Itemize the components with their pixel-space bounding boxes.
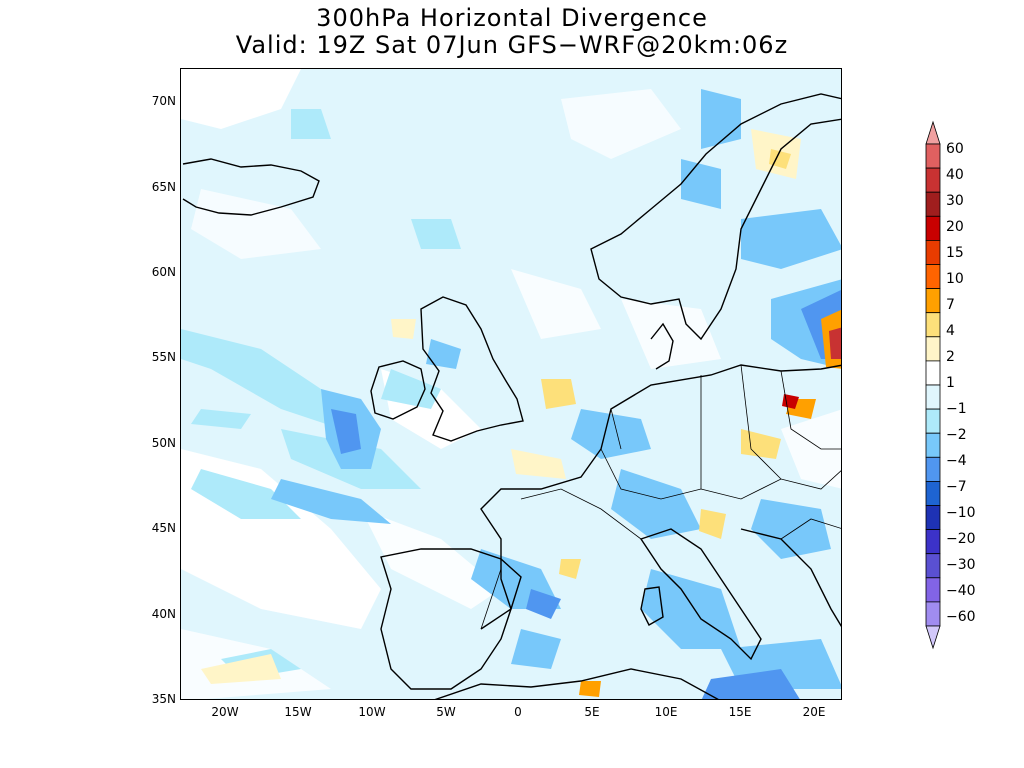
divergence-field [181,69,841,699]
lon-label: 15W [284,705,312,719]
map-title: 300hPa Horizontal Divergence [316,4,708,32]
colorbar-swatch [925,505,941,531]
colorbar-swatch [925,601,941,627]
colorbar-max-triangle [925,120,941,145]
colorbar-label: −40 [946,583,976,599]
colorbar-swatch [925,384,941,410]
map-canvas [181,69,841,699]
lon-label: 10W [358,705,386,719]
colorbar-swatch [925,408,941,434]
colorbar-label: 15 [946,245,964,261]
divergence-map [180,68,842,700]
colorbar-swatch [925,480,941,506]
colorbar-label: −7 [946,479,967,495]
colorbar-min-triangle [925,625,941,650]
colorbar-label: 4 [946,323,955,339]
colorbar-label: 1 [946,375,955,391]
lat-label: 55N [151,350,176,364]
colorbar-label: 30 [946,193,964,209]
colorbar-swatch [925,264,941,290]
colorbar-swatch [925,432,941,458]
country-borders [480,364,841,630]
colorbar-swatch [925,288,941,314]
colorbar-swatch [925,215,941,241]
colorbar-swatch [925,312,941,338]
colorbar-swatch [925,456,941,482]
colorbar-label: −4 [946,453,967,469]
lon-label: 15E [728,705,752,719]
lon-label: 20E [802,705,826,719]
colorbar-label: 10 [946,271,964,287]
lon-label: 20W [211,705,239,719]
colorbar-swatch [925,167,941,193]
colorbar-swatch [925,553,941,579]
colorbar [925,120,941,650]
colorbar-swatch [925,240,941,265]
colorbar-label: −60 [946,609,976,625]
colorbar-label: 2 [946,349,955,365]
lat-label: 40N [151,607,176,621]
lat-label: 65N [151,180,176,194]
colorbar-swatch [925,143,941,169]
lon-label: 5E [584,705,600,719]
lat-label: 35N [151,692,176,706]
lat-label: 60N [151,265,176,279]
colorbar-label: −10 [946,505,976,521]
colorbar-swatch [925,336,941,362]
lon-label: 10E [654,705,678,719]
colorbar-swatch [925,360,941,386]
colorbar-swatch [925,577,941,603]
lon-label: 5W [436,705,456,719]
colorbar-label: 60 [946,141,964,157]
lat-label: 70N [151,94,176,108]
colorbar-label: −1 [946,401,967,417]
colorbar-label: 20 [946,219,964,235]
lon-label: 0 [514,705,522,719]
colorbar-label: −20 [946,531,976,547]
map-subtitle: Valid: 19Z Sat 07Jun GFS−WRF@20km:06z [235,31,789,59]
lat-label: 50N [151,436,176,450]
colorbar-swatch [925,529,941,555]
coastlines [182,93,841,699]
colorbar-label: 40 [946,167,964,183]
colorbar-label: 7 [946,297,955,313]
colorbar-label: −2 [946,427,967,443]
colorbar-swatch [925,191,941,217]
colorbar-label: −30 [946,557,976,573]
lat-label: 45N [151,521,176,535]
